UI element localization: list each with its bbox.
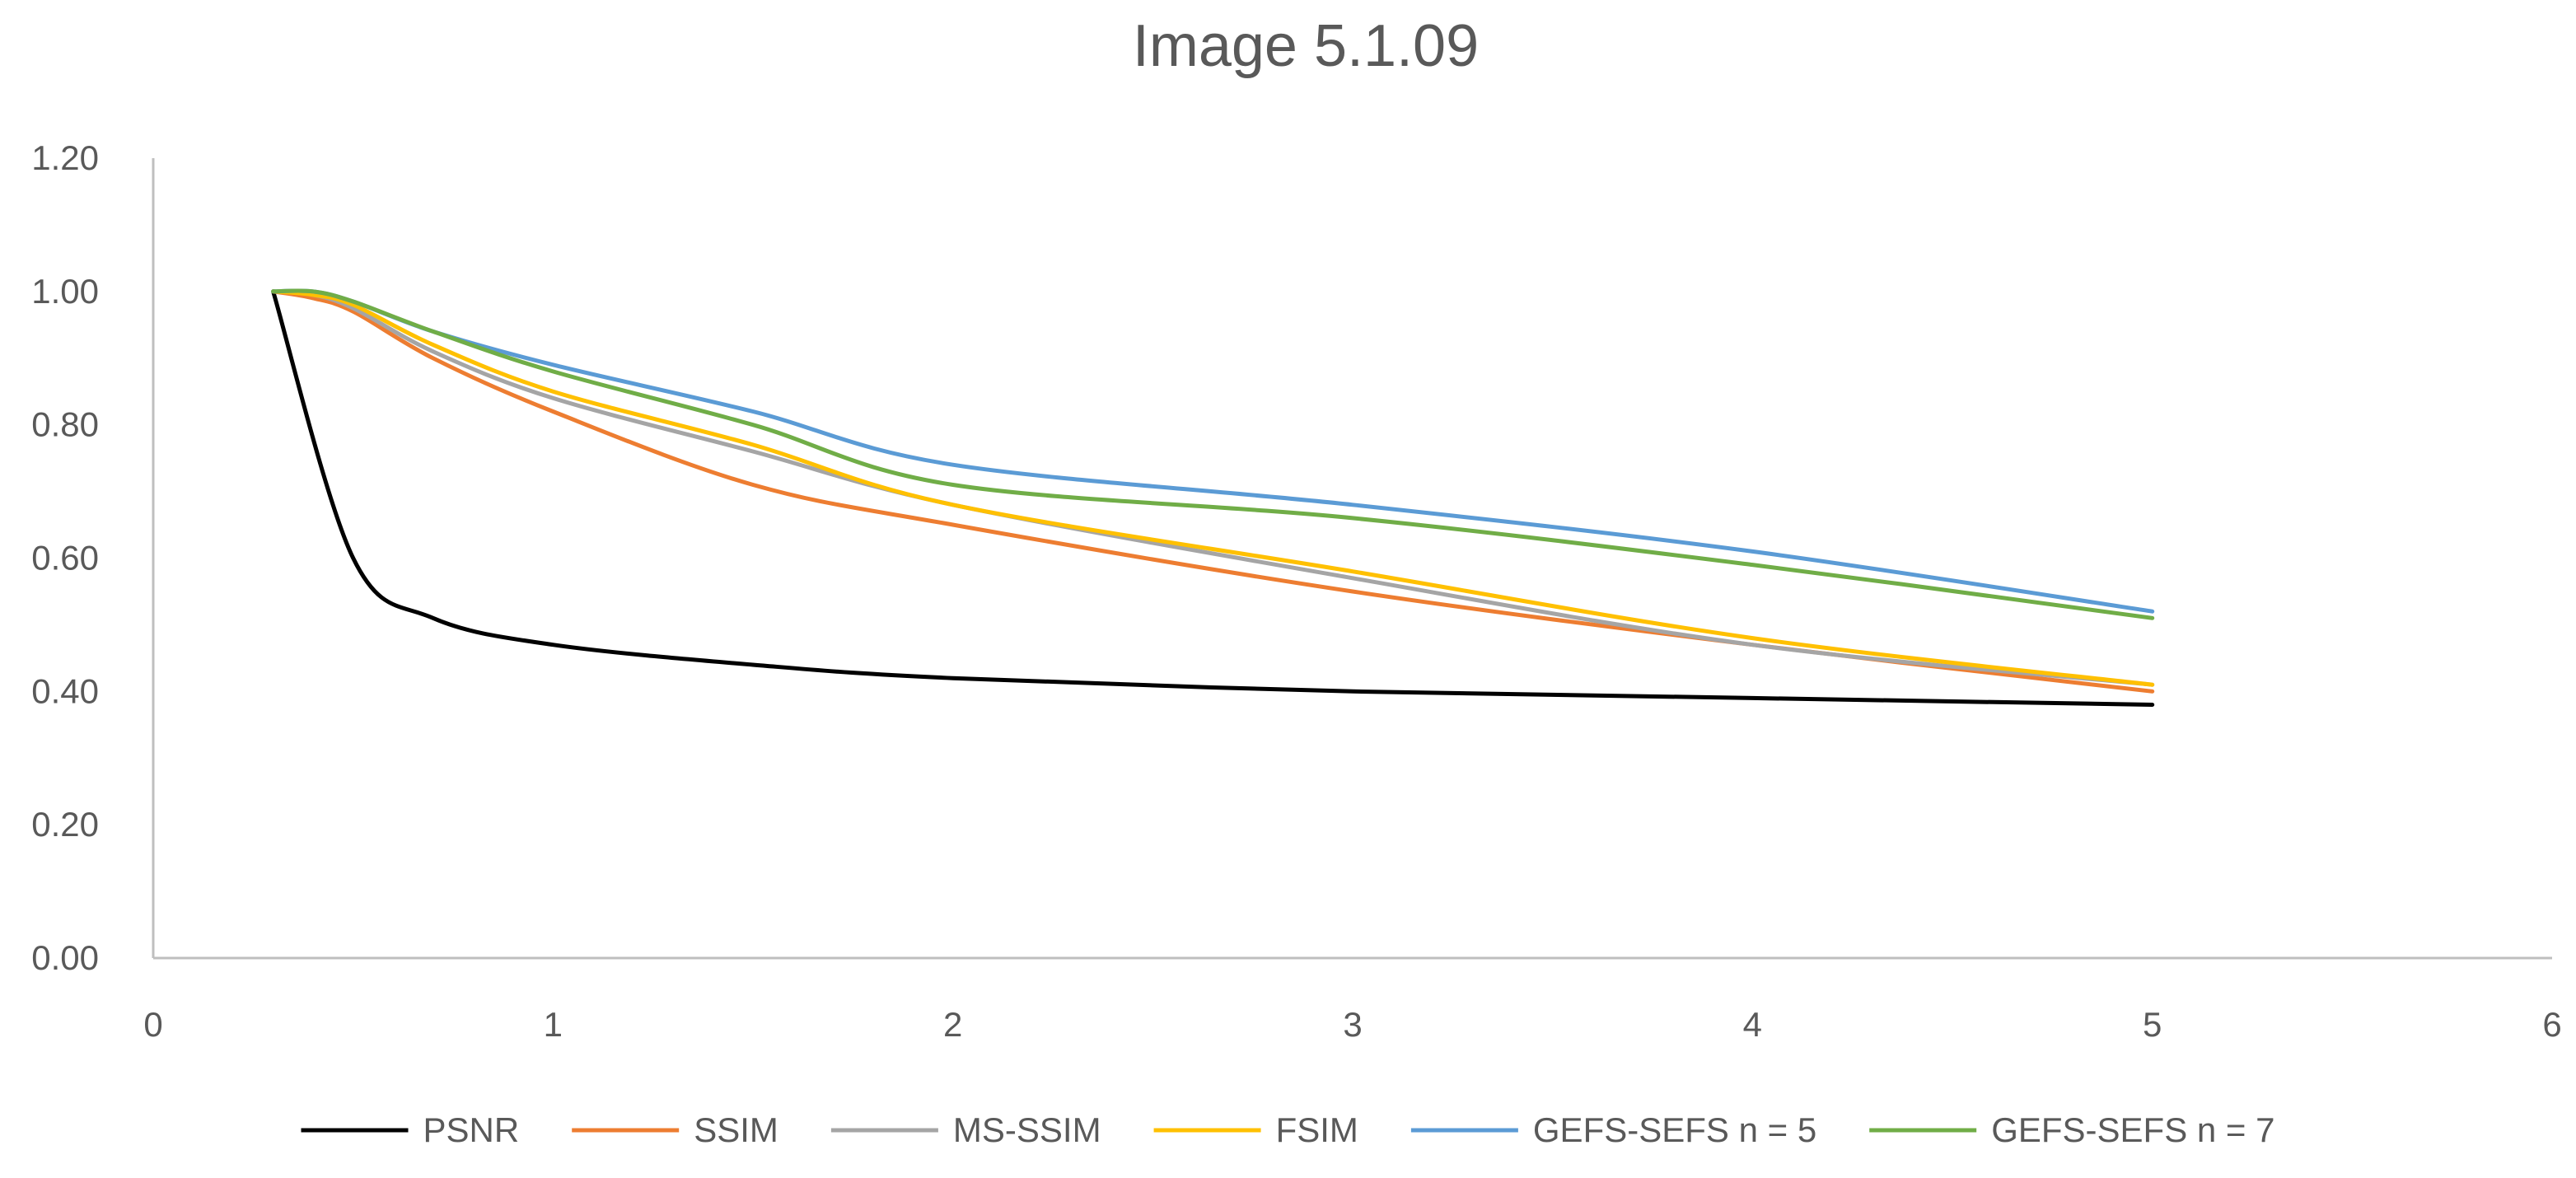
series-lines bbox=[271, 288, 2155, 707]
chart-title: Image 5.1.09 bbox=[1133, 13, 1479, 79]
y-tick-label: 0.20 bbox=[31, 805, 99, 844]
y-axis-ticks: 0.00 0.20 0.40 0.60 0.80 1.00 1.20 bbox=[31, 138, 99, 977]
legend-label-ssim: SSIM bbox=[694, 1110, 778, 1149]
x-axis-ticks: 0 1 2 3 4 5 6 bbox=[143, 1005, 2561, 1044]
y-tick-label: 0.80 bbox=[31, 405, 99, 444]
series-line-fsim bbox=[271, 289, 2155, 687]
y-tick-label: 1.20 bbox=[31, 138, 99, 177]
series-line-ms-ssim bbox=[271, 289, 2155, 687]
series-line-psnr bbox=[271, 289, 2155, 707]
x-tick-label: 3 bbox=[1343, 1005, 1362, 1044]
legend-label-gefs-sefs-n-7: GEFS-SEFS n = 7 bbox=[1991, 1110, 2274, 1149]
y-tick-label: 0.60 bbox=[31, 539, 99, 577]
x-tick-label: 2 bbox=[943, 1005, 962, 1044]
y-tick-label: 0.00 bbox=[31, 938, 99, 977]
legend-label-psnr: PSNR bbox=[423, 1110, 520, 1149]
x-tick-label: 6 bbox=[2542, 1005, 2561, 1044]
legend: PSNR SSIM MS-SSIM FSIM GEFS-SEFS n = 5 GEFS-S… bbox=[301, 1110, 2274, 1149]
x-tick-label: 0 bbox=[143, 1005, 162, 1044]
legend-label-fsim: FSIM bbox=[1276, 1110, 1358, 1149]
x-tick-label: 4 bbox=[1743, 1005, 1762, 1044]
y-tick-label: 0.40 bbox=[31, 671, 99, 710]
x-tick-label: 1 bbox=[544, 1005, 563, 1044]
series-line-gefs-sefs-n-7 bbox=[271, 288, 2155, 620]
x-tick-label: 5 bbox=[2143, 1005, 2162, 1044]
series-line-gefs-sefs-n-5 bbox=[271, 288, 2155, 614]
legend-label-ms-ssim: MS-SSIM bbox=[953, 1110, 1101, 1149]
y-tick-label: 1.00 bbox=[31, 272, 99, 311]
legend-label-gefs-sefs-n-5: GEFS-SEFS n = 5 bbox=[1533, 1110, 1816, 1149]
